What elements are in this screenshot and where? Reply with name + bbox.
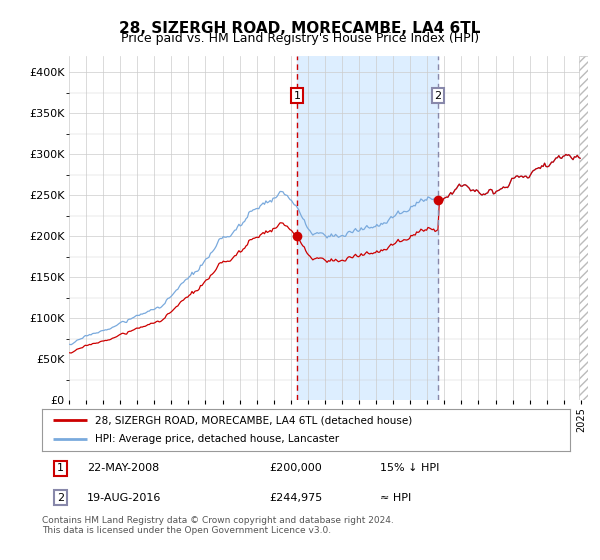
Text: £200,000: £200,000 (269, 463, 322, 473)
Text: 1: 1 (293, 91, 301, 101)
Text: 19-AUG-2016: 19-AUG-2016 (87, 493, 161, 503)
Text: 1: 1 (57, 463, 64, 473)
Bar (297, 56, 438, 400)
Text: £244,975: £244,975 (269, 493, 322, 503)
Text: 2: 2 (434, 91, 442, 101)
Text: ≈ HPI: ≈ HPI (380, 493, 411, 503)
Text: This data is licensed under the Open Government Licence v3.0.: This data is licensed under the Open Gov… (42, 526, 331, 535)
Text: 15% ↓ HPI: 15% ↓ HPI (380, 463, 439, 473)
Text: 2: 2 (57, 493, 64, 503)
Polygon shape (580, 56, 588, 400)
Text: Price paid vs. HM Land Registry's House Price Index (HPI): Price paid vs. HM Land Registry's House … (121, 32, 479, 45)
Text: 28, SIZERGH ROAD, MORECAMBE, LA4 6TL: 28, SIZERGH ROAD, MORECAMBE, LA4 6TL (119, 21, 481, 36)
Text: 22-MAY-2008: 22-MAY-2008 (87, 463, 159, 473)
Text: HPI: Average price, detached house, Lancaster: HPI: Average price, detached house, Lanc… (95, 435, 339, 445)
Text: Contains HM Land Registry data © Crown copyright and database right 2024.: Contains HM Land Registry data © Crown c… (42, 516, 394, 525)
Text: 28, SIZERGH ROAD, MORECAMBE, LA4 6TL (detached house): 28, SIZERGH ROAD, MORECAMBE, LA4 6TL (de… (95, 415, 412, 425)
